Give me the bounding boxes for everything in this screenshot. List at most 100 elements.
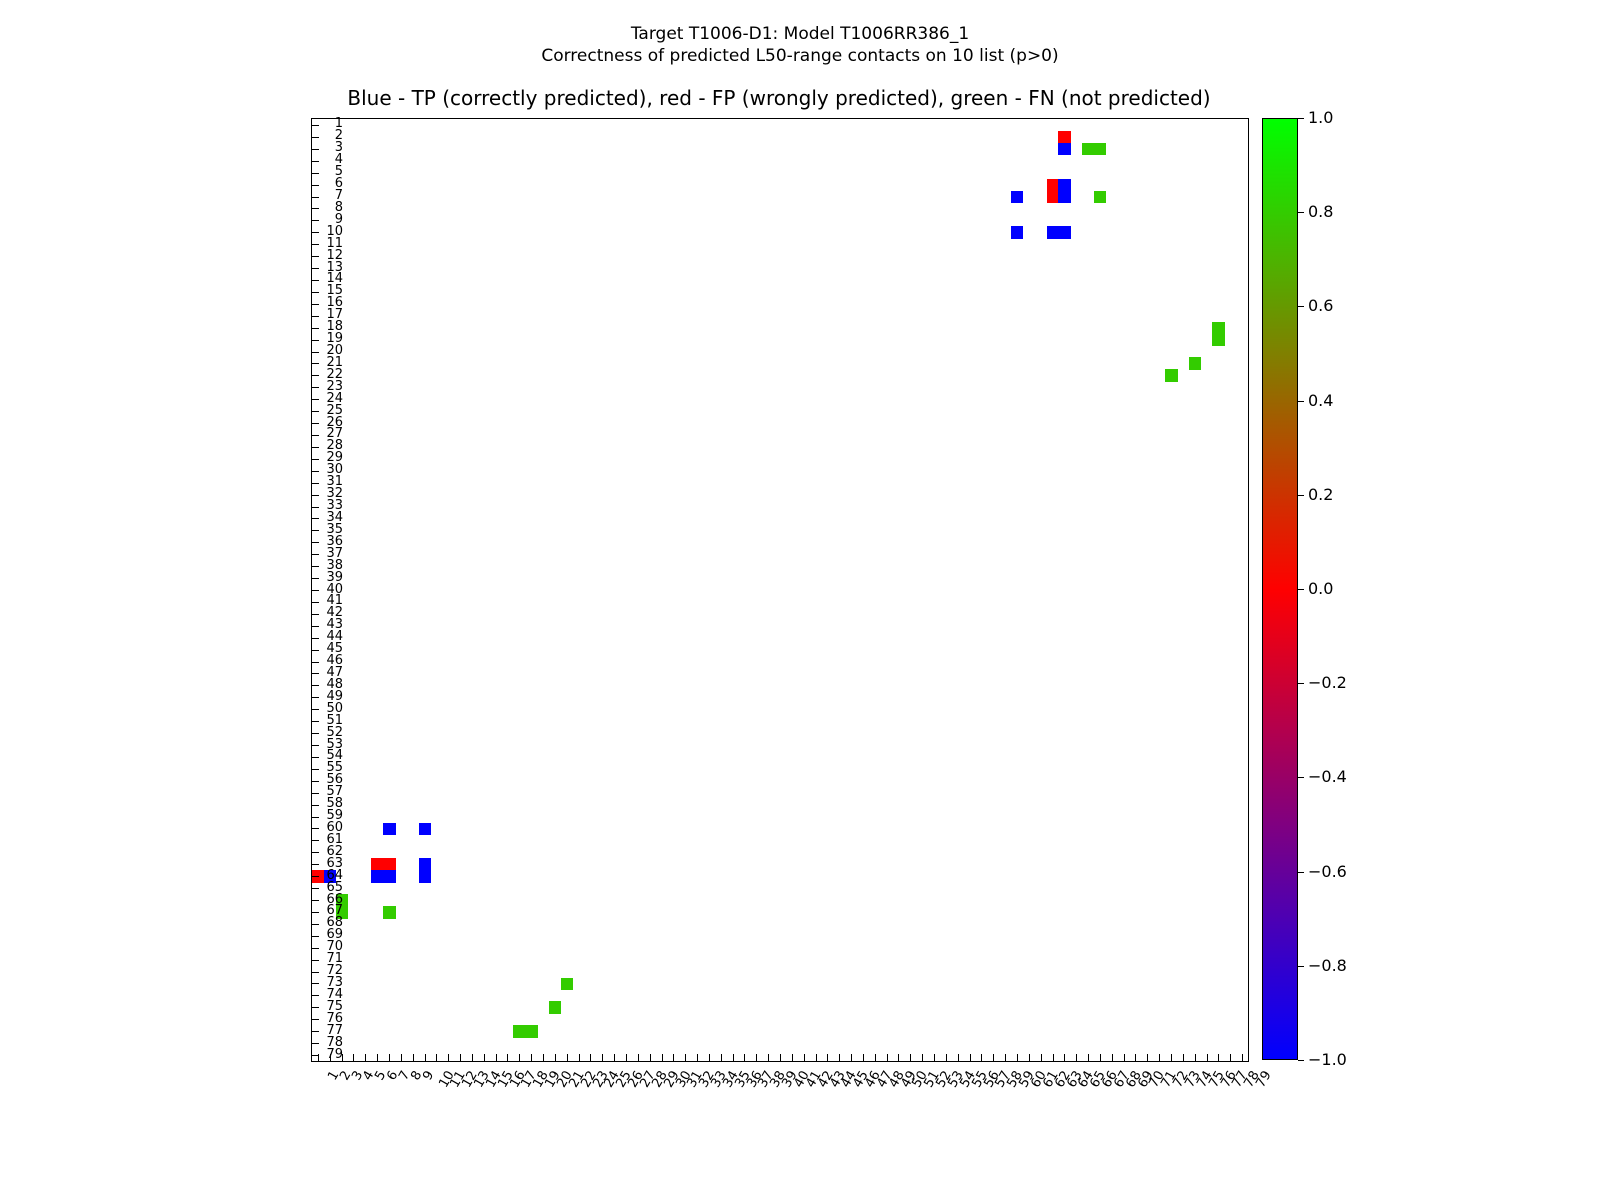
x-tick-36 bbox=[732, 1054, 734, 1061]
y-tick-26 bbox=[312, 423, 319, 425]
y-tick-4 bbox=[312, 160, 319, 162]
contact-cell-fn bbox=[1212, 333, 1225, 347]
y-tick-label-7: 7 bbox=[334, 188, 343, 203]
colorbar-tick-0 bbox=[1298, 118, 1304, 119]
y-tick-66 bbox=[312, 900, 319, 902]
y-tick-label-48: 48 bbox=[326, 676, 343, 692]
y-tick-37 bbox=[312, 554, 319, 556]
y-tick-label-28: 28 bbox=[326, 438, 343, 454]
y-tick-label-67: 67 bbox=[326, 903, 343, 919]
y-tick-label-42: 42 bbox=[326, 605, 343, 621]
y-tick-label-29: 29 bbox=[326, 450, 343, 466]
y-tick-label-12: 12 bbox=[326, 247, 343, 263]
contact-cell-fn bbox=[1165, 369, 1178, 382]
contact-map-plot-area[interactable] bbox=[311, 118, 1249, 1062]
x-tick-16 bbox=[495, 1054, 497, 1061]
x-tick-34 bbox=[708, 1054, 710, 1061]
y-tick-51 bbox=[312, 721, 319, 723]
x-tick-31 bbox=[673, 1054, 675, 1061]
x-tick-48 bbox=[874, 1054, 876, 1061]
contact-cell-tp bbox=[1058, 226, 1071, 239]
y-tick-59 bbox=[312, 816, 319, 818]
x-tick-58 bbox=[993, 1054, 995, 1061]
y-tick-label-65: 65 bbox=[326, 879, 343, 895]
y-tick-74 bbox=[312, 995, 319, 997]
y-tick-label-6: 6 bbox=[334, 176, 343, 192]
x-tick-76 bbox=[1206, 1054, 1208, 1061]
y-tick-78 bbox=[312, 1043, 319, 1045]
y-tick-11 bbox=[312, 244, 319, 246]
x-tick-47 bbox=[862, 1054, 864, 1061]
y-tick-52 bbox=[312, 733, 319, 735]
y-tick-label-69: 69 bbox=[326, 927, 343, 943]
y-tick-25 bbox=[312, 411, 319, 413]
contact-cell-fp bbox=[1046, 178, 1060, 192]
y-tick-label-20: 20 bbox=[326, 343, 343, 359]
colorbar-tick-10 bbox=[1298, 1060, 1304, 1061]
y-tick-34 bbox=[312, 518, 319, 520]
y-tick-label-43: 43 bbox=[326, 617, 343, 633]
x-tick-41 bbox=[791, 1054, 793, 1061]
y-tick-62 bbox=[312, 852, 319, 854]
y-tick-label-19: 19 bbox=[326, 331, 343, 347]
y-tick-27 bbox=[312, 434, 319, 436]
y-tick-label-63: 63 bbox=[326, 855, 343, 871]
contact-cell-tp bbox=[383, 870, 396, 883]
contact-cell-fp bbox=[1046, 190, 1060, 204]
x-tick-label-9: 9 bbox=[419, 1068, 438, 1084]
y-tick-label-46: 46 bbox=[326, 653, 343, 669]
y-tick-label-51: 51 bbox=[326, 712, 343, 728]
x-tick-1 bbox=[317, 1054, 319, 1061]
y-tick-3 bbox=[312, 148, 319, 150]
y-tick-label-31: 31 bbox=[326, 474, 343, 490]
x-tick-14 bbox=[471, 1054, 473, 1061]
y-tick-28 bbox=[312, 446, 319, 448]
contact-cell-tp bbox=[1046, 226, 1060, 239]
x-tick-19 bbox=[531, 1054, 533, 1061]
y-tick-label-56: 56 bbox=[326, 772, 343, 788]
y-tick-label-9: 9 bbox=[334, 211, 343, 227]
colorbar-tick-5 bbox=[1298, 589, 1304, 590]
y-tick-7 bbox=[312, 196, 319, 198]
x-tick-69 bbox=[1123, 1054, 1125, 1061]
contact-cell-fn bbox=[1212, 321, 1225, 335]
y-tick-1 bbox=[312, 124, 319, 126]
y-tick-label-8: 8 bbox=[334, 199, 343, 215]
x-tick-61 bbox=[1028, 1054, 1030, 1061]
y-tick-label-57: 57 bbox=[326, 784, 343, 800]
y-tick-label-52: 52 bbox=[326, 724, 343, 740]
y-tick-label-33: 33 bbox=[326, 498, 343, 514]
figure-suptitle-line-2: Correctness of predicted L50-range conta… bbox=[541, 46, 1059, 66]
x-tick-67 bbox=[1099, 1054, 1101, 1061]
x-tick-70 bbox=[1135, 1054, 1137, 1061]
y-tick-10 bbox=[312, 232, 319, 234]
y-tick-18 bbox=[312, 327, 319, 329]
x-tick-4 bbox=[353, 1054, 355, 1061]
y-tick-41 bbox=[312, 601, 319, 603]
x-tick-57 bbox=[981, 1054, 983, 1061]
x-tick-20 bbox=[543, 1054, 545, 1061]
y-tick-60 bbox=[312, 828, 319, 830]
x-tick-46 bbox=[851, 1054, 853, 1061]
x-tick-24 bbox=[590, 1054, 592, 1061]
y-tick-63 bbox=[312, 864, 319, 866]
y-tick-label-4: 4 bbox=[334, 152, 343, 168]
x-tick-54 bbox=[945, 1054, 947, 1061]
y-tick-label-13: 13 bbox=[326, 259, 343, 275]
x-tick-64 bbox=[1064, 1054, 1066, 1061]
x-tick-73 bbox=[1170, 1054, 1172, 1061]
y-tick-label-17: 17 bbox=[326, 307, 343, 323]
x-tick-35 bbox=[720, 1054, 722, 1061]
x-tick-17 bbox=[507, 1054, 509, 1061]
contact-cell-tp bbox=[418, 858, 432, 871]
y-tick-label-2: 2 bbox=[334, 128, 343, 144]
y-tick-label-75: 75 bbox=[326, 998, 343, 1014]
contact-cell-tp bbox=[418, 822, 432, 836]
colorbar-gradient bbox=[1262, 118, 1298, 1060]
contact-cell-fn bbox=[1188, 357, 1202, 370]
y-tick-label-26: 26 bbox=[326, 414, 343, 430]
y-tick-31 bbox=[312, 482, 319, 484]
y-tick-label-47: 47 bbox=[326, 664, 343, 680]
y-tick-44 bbox=[312, 637, 319, 639]
